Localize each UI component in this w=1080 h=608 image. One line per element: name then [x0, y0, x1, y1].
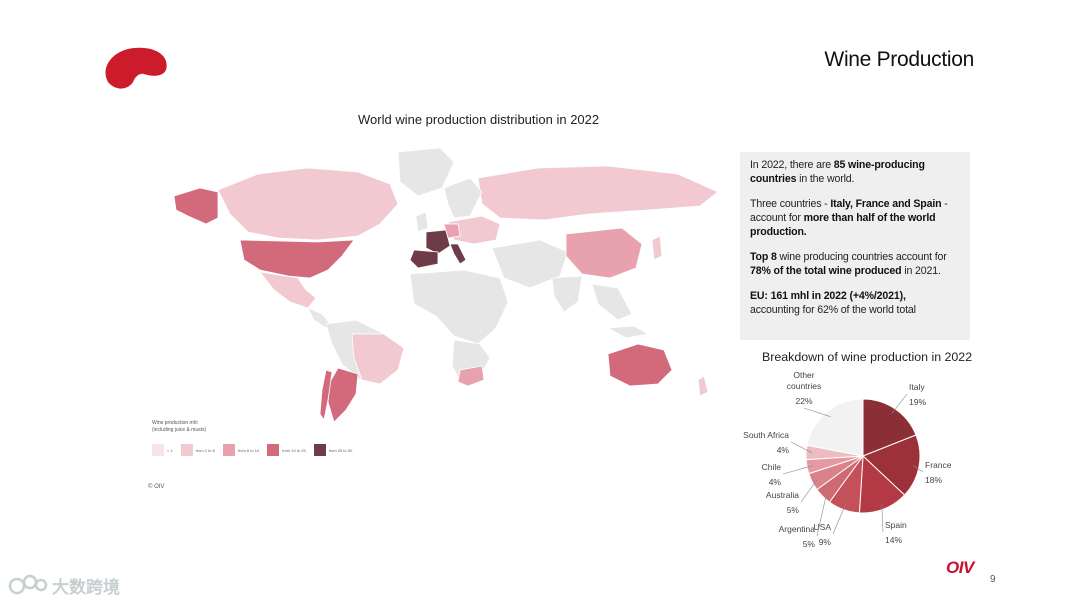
- oiv-logo: OIV: [946, 558, 974, 577]
- legend-item: from 10 to 25: [267, 444, 306, 456]
- info-box: In 2022, there are 85 wine-producing cou…: [740, 152, 970, 340]
- map-france: [425, 229, 451, 255]
- legend-label: from 6 to 10: [237, 447, 260, 453]
- info-paragraph: Three countries - Italy, France and Spai…: [750, 197, 960, 239]
- map-russia: [477, 165, 719, 221]
- map-south-africa: [457, 365, 485, 387]
- world-map: [173, 147, 719, 423]
- info-highlight: 78% of the total wine produced: [750, 265, 902, 277]
- copyright: © OIV: [148, 484, 165, 490]
- map-spain: [409, 249, 439, 269]
- map-uk: [415, 211, 429, 233]
- map-germany: [443, 223, 461, 239]
- map-legend: Wine production mhl (including juice & m…: [152, 420, 412, 456]
- legend-label: from 1 to 6: [195, 447, 215, 453]
- info-highlight: Italy, France and Spain: [830, 198, 942, 210]
- map-mexico: [259, 271, 317, 309]
- map-new-zealand: [697, 375, 709, 397]
- map-brazil: [351, 333, 405, 385]
- map-italy: [449, 243, 467, 265]
- info-text: Three countries -: [750, 198, 831, 210]
- pie-label-france: France 18%: [925, 460, 952, 485]
- info-text: wine producing countries account for: [776, 251, 947, 263]
- pie-label-chile: Chile 4%: [762, 462, 782, 487]
- info-text: - account for: [750, 198, 948, 224]
- info-text: accounting for 62% of the world total: [750, 304, 916, 316]
- pie-label-australia: Australia 5%: [766, 490, 800, 515]
- map-usa: [239, 239, 355, 279]
- legend-swatch: [152, 444, 164, 456]
- map-greenland: [397, 147, 455, 197]
- info-highlight: EU: 161 mhl in 2022 (+4%/2021),: [750, 290, 906, 302]
- pie-label-spain: Spain 14%: [885, 520, 907, 545]
- page-number: 9: [990, 574, 996, 585]
- map-china: [565, 227, 643, 279]
- map-southeast-asia: [591, 283, 633, 321]
- legend-label: from 10 to 25: [282, 447, 306, 453]
- pie-label-south-africa: South Africa 4%: [743, 430, 789, 455]
- pie-label-italy: Italy 19%: [909, 382, 926, 407]
- map-australia: [607, 343, 673, 387]
- map-alaska: [173, 187, 219, 225]
- map-japan: [651, 235, 663, 261]
- pie-leader-line: [912, 465, 924, 473]
- info-paragraph: In 2022, there are 85 wine-producing cou…: [750, 158, 960, 186]
- legend-item: < 1: [152, 444, 173, 456]
- pie-chart-title: Breakdown of wine production in 2022: [762, 350, 973, 364]
- pie-leader-line: [790, 441, 813, 454]
- info-text: In 2022, there are: [750, 159, 834, 171]
- pie-label-usa: USA 9%: [814, 522, 832, 547]
- legend-item: from 25 to 50: [313, 444, 353, 456]
- map-middle-east: [491, 239, 569, 289]
- legend-item: from 6 to 10: [222, 444, 260, 456]
- legend-swatch: [180, 444, 193, 456]
- info-text: in 2021.: [901, 265, 941, 277]
- info-paragraph: EU: 161 mhl in 2022 (+4%/2021), accounti…: [750, 289, 960, 317]
- legend-title: Wine production mhl: [152, 420, 198, 426]
- map-chile: [319, 369, 333, 422]
- pie-leader-line: [832, 503, 846, 535]
- legend-row: < 1 from 1 to 6 from 6 to 10 from 10 to …: [152, 444, 412, 456]
- info-paragraph: Top 8 wine producing countries account f…: [750, 250, 960, 278]
- legend-swatch: [267, 444, 280, 456]
- pie-leader-line: [881, 503, 884, 533]
- info-highlight: Top 8: [750, 251, 777, 263]
- map-indonesia: [606, 325, 650, 339]
- legend-subtitle: (including juice & musts): [152, 427, 207, 433]
- map-africa-north: [409, 269, 509, 345]
- watermark: 大数跨境: [8, 572, 120, 598]
- legend-swatch: [313, 444, 326, 456]
- legend-item: from 1 to 6: [180, 444, 215, 456]
- legend-label: < 1: [167, 447, 173, 453]
- pie-leader-line: [891, 393, 908, 415]
- pie-label-argentina: Argentina 5%: [779, 524, 816, 549]
- watermark-icon: [8, 574, 48, 595]
- pie-slice-france: [862, 434, 921, 496]
- pie-leader-line: [816, 491, 828, 537]
- watermark-text: 大数跨境: [52, 577, 120, 597]
- slide-title: Wine Production: [824, 48, 974, 71]
- pie-chart: Italy 19% France 18% Spain 14% USA 9%Argentina 5…: [743, 370, 952, 549]
- map-canada: [217, 167, 399, 241]
- pie-label-other-countries: Other countries 22%: [787, 370, 822, 406]
- pie-leader-line: [803, 407, 831, 417]
- pie-slice-italy: [862, 398, 917, 457]
- pie-leader-line: [800, 478, 818, 503]
- info-text: in the world.: [796, 173, 855, 185]
- legend-swatch: [222, 444, 235, 456]
- map-scandinavia: [443, 177, 483, 219]
- pie-slice-other-countries: [806, 398, 864, 457]
- pie-leader-line: [782, 465, 813, 475]
- map-india: [551, 275, 583, 313]
- info-highlight: 85 wine-producing countries: [750, 159, 925, 185]
- map-eastern-europe: [447, 215, 501, 245]
- info-highlight: more than half of the world production.: [750, 212, 936, 238]
- map-title: World wine production distribution in 20…: [358, 112, 600, 127]
- map-argentina: [327, 367, 359, 423]
- legend-label: from 25 to 50: [328, 447, 353, 453]
- brand-logo: [105, 47, 167, 89]
